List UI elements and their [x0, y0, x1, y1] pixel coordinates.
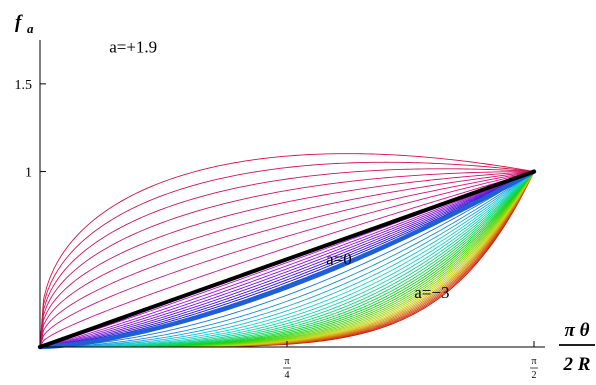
x-tick-label-denominator: 4	[285, 370, 290, 381]
series-line-a-1p8	[39, 161, 535, 348]
series-line-a-1p4	[39, 171, 535, 348]
series-line-a-m0p2	[39, 171, 535, 348]
highlighted-curves	[37, 169, 537, 350]
x-axis-title-denominator: 2 R	[563, 354, 591, 375]
series-line-a-m0p4	[40, 171, 535, 348]
y-tick-label: 1	[25, 166, 32, 181]
series-line-a-0p8	[39, 171, 535, 348]
series-line-a-0p7	[39, 171, 535, 348]
series-line-a-1p3	[39, 171, 535, 348]
series-line-a-1p5	[39, 171, 535, 348]
series-line-a-0p4	[39, 171, 535, 348]
annotation-label: a=+1.9	[109, 37, 157, 56]
highlighted-curve-a-1	[38, 169, 536, 349]
annotations: a=+1.9 a=0 a=−3	[109, 37, 449, 302]
x-tick-label-numerator: π	[284, 356, 289, 367]
series-line-a-1p6	[39, 171, 534, 348]
series-line-a-m0p6	[40, 171, 535, 348]
series-line-a-1p1	[39, 171, 535, 348]
series-line-a-m0p3	[39, 171, 535, 348]
series-line-a-0p6	[39, 171, 535, 348]
y-axis-title: f a	[15, 12, 34, 36]
series-line-a-1p2	[39, 171, 535, 348]
y-axis-title-main: f	[15, 12, 23, 33]
y-axis-title-subscript: a	[27, 21, 34, 36]
ticks: 1 1.5 π 4 π 2	[15, 78, 538, 381]
curve-family	[39, 153, 535, 348]
series-line-a-0p2	[39, 171, 535, 348]
series-line-a-0p3	[39, 171, 535, 348]
axes	[39, 40, 545, 348]
x-axis-title-numerator: π θ	[565, 320, 590, 341]
series-line-a-m0p1	[39, 171, 535, 348]
series-line-a-m0p5	[40, 171, 535, 348]
y-tick-label: 1.5	[15, 78, 33, 93]
highlighted-curve-a-0	[37, 169, 537, 350]
x-tick-label-denominator: 2	[532, 370, 537, 381]
x-axis-title: π θ 2 R	[559, 320, 595, 375]
x-tick-label-numerator: π	[531, 356, 536, 367]
series-line-a-1p9	[39, 153, 535, 348]
series-line-a-0p5	[39, 171, 535, 348]
series-line-a-1p7	[39, 168, 535, 348]
annotation-label: a=0	[326, 250, 352, 269]
annotation-label: a=−3	[414, 283, 449, 302]
